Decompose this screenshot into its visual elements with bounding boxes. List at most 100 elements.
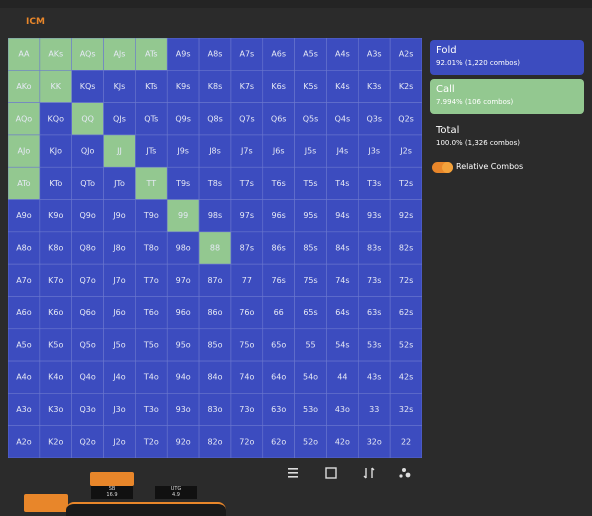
hand-label: 87s	[240, 244, 254, 253]
hand-label: 94s	[335, 211, 349, 220]
hand-label: T3s	[366, 179, 381, 188]
hand-label: KK	[51, 82, 62, 91]
seat-stack: 4.9	[172, 492, 180, 498]
table-icon[interactable]	[325, 467, 337, 479]
call-box[interactable]: Call 7.994% (106 combos)	[430, 79, 584, 114]
hand-label: J9o	[112, 211, 125, 220]
hand-cell	[198, 38, 232, 71]
hand-cell	[166, 199, 200, 233]
hand-cell	[166, 393, 200, 426]
hand-cell	[103, 38, 136, 71]
hand-label: 86o	[207, 308, 222, 317]
hand-cell	[326, 231, 359, 265]
hand-label: Q7s	[239, 114, 255, 123]
hand-cell	[358, 134, 391, 168]
list-icon[interactable]	[288, 468, 298, 478]
hand-label: Q6o	[79, 308, 95, 317]
hand-label: K2o	[48, 437, 63, 446]
hand-cell	[358, 425, 391, 458]
hand-label: TT	[145, 179, 156, 188]
hand-label: AKo	[16, 82, 31, 91]
hand-label: J9s	[176, 147, 189, 156]
hand-label: J4o	[112, 373, 125, 382]
hand-cell	[166, 328, 200, 362]
hand-label: 96s	[272, 211, 286, 220]
hand-cell	[358, 296, 391, 330]
hand-cell	[166, 231, 200, 265]
sort-icon[interactable]	[363, 467, 375, 479]
hand-cell	[166, 166, 200, 200]
hand-label: 63o	[271, 405, 286, 414]
hand-label: J2o	[112, 437, 125, 446]
hand-label: AKs	[48, 50, 63, 59]
hand-label: T7s	[239, 179, 254, 188]
hand-cell	[294, 231, 327, 265]
hand-label: T6o	[143, 308, 159, 317]
hand-label: T9s	[175, 179, 190, 188]
hand-label: 95s	[303, 211, 317, 220]
hand-label: 33	[369, 405, 379, 414]
hand-cell	[230, 38, 264, 71]
card	[90, 472, 134, 486]
hand-label: 86s	[272, 244, 286, 253]
hand-cell	[294, 296, 327, 330]
hand-label: A7s	[239, 50, 254, 59]
hand-label: Q3s	[366, 114, 382, 123]
hand-cell	[389, 199, 422, 233]
hand-label: 95o	[176, 340, 191, 349]
hand-cell	[103, 393, 136, 426]
hand-cell	[39, 425, 72, 458]
hand-cell	[326, 263, 359, 297]
hand-cell	[39, 199, 72, 233]
hand-label: 55	[305, 340, 315, 349]
hand-cell	[198, 70, 232, 103]
hand-cell	[103, 134, 136, 168]
hand-label: AJs	[113, 50, 125, 59]
hand-label: 75s	[303, 276, 317, 285]
hand-cell	[39, 70, 72, 103]
hand-cell	[39, 134, 72, 168]
hand-label: 52o	[303, 437, 318, 446]
hand-label: Q4o	[79, 373, 95, 382]
tab[interactable]: ICM	[26, 17, 45, 27]
hand-label: A5o	[16, 340, 32, 349]
toggle[interactable]	[432, 162, 453, 173]
hand-cell	[166, 263, 200, 297]
fold-box[interactable]: Fold 92.01% (1,220 combos)	[430, 40, 584, 75]
hand-label: KTs	[145, 82, 157, 91]
hand-cell	[262, 328, 295, 362]
hand-cell	[71, 231, 104, 265]
hand-cell	[262, 166, 295, 200]
hand-label: 65s	[303, 308, 317, 317]
card	[24, 494, 68, 512]
hand-cell	[8, 393, 41, 426]
seat-name: SB	[108, 486, 116, 492]
hand-label: K7s	[240, 82, 255, 91]
hand-label: KJo	[50, 147, 63, 156]
hand-cell	[262, 425, 295, 458]
hand-label: 98s	[208, 211, 222, 220]
total-label: Total	[436, 125, 460, 136]
hand-label: 72s	[399, 276, 413, 285]
hand-label: 42s	[399, 373, 413, 382]
hand-label: Q9s	[175, 114, 191, 123]
hand-cell	[39, 393, 72, 426]
hand-label: K5s	[303, 82, 318, 91]
hand-label: 83o	[207, 405, 222, 414]
dots-icon[interactable]	[399, 468, 411, 478]
hand-cell	[262, 296, 295, 330]
hand-cell	[8, 360, 41, 394]
hand-cell	[262, 263, 295, 297]
hand-label: K5o	[48, 340, 63, 349]
hand-cell	[135, 38, 168, 71]
hand-label: Q9o	[79, 211, 95, 220]
hand-label: 84o	[207, 373, 222, 382]
hand-label: A2o	[16, 437, 32, 446]
hand-label: Q7o	[79, 276, 95, 285]
hand-cell	[389, 166, 422, 200]
hand-label: 32s	[399, 405, 413, 414]
hand-cell	[262, 38, 295, 71]
hand-label: 42o	[335, 437, 350, 446]
hand-label: 76o	[239, 308, 254, 317]
